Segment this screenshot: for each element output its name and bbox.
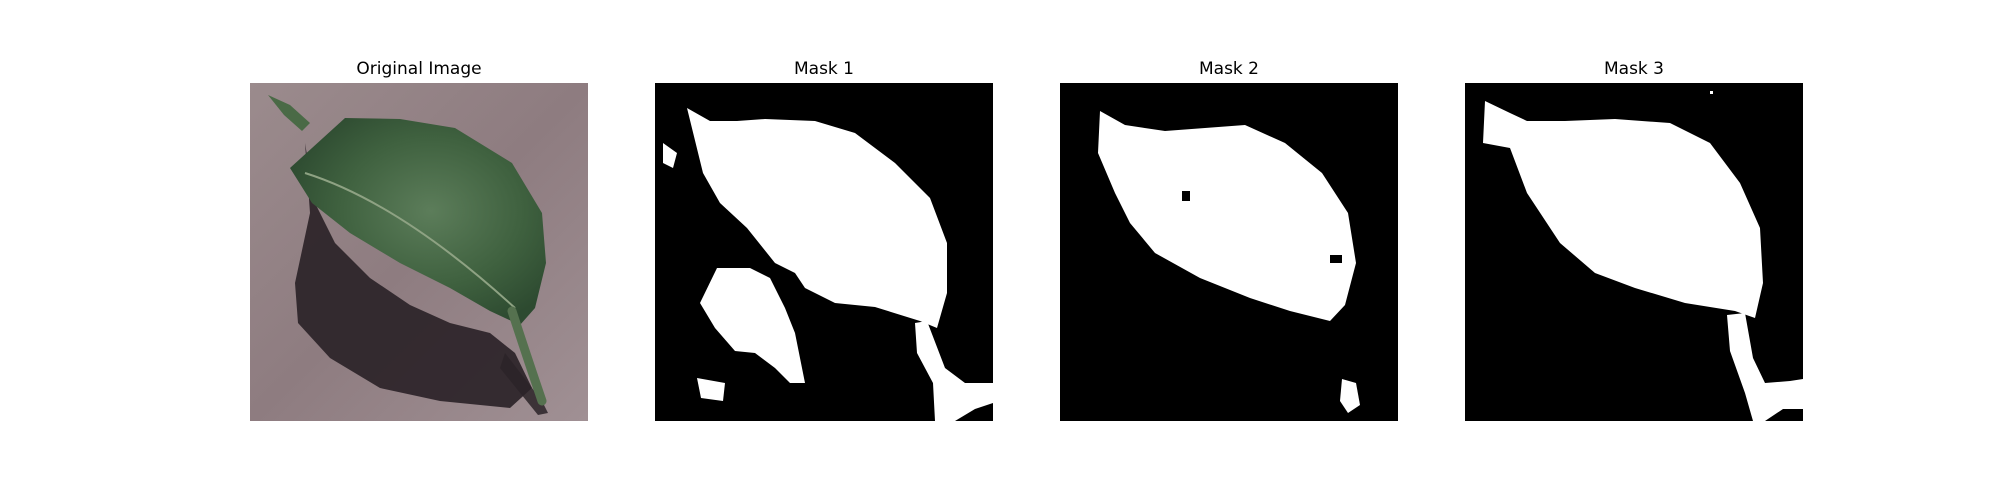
mask-fragment [1710,91,1713,94]
original-image [250,83,588,421]
leaf-midrib [304,172,516,309]
stem-shadow [500,353,548,415]
panel-original-image: Original Image [250,55,588,421]
panel-mask-3: Mask 3 [1465,55,1803,421]
leaf-shadow [295,143,532,408]
panel-title: Mask 2 [1198,59,1259,79]
mask-3-image [1465,83,1803,421]
mask-leaf-region [687,108,947,328]
mask-2-image [1060,83,1398,421]
mask-fragment [697,378,725,401]
mask-stem-region [1727,313,1803,421]
mask-fragment [663,143,677,168]
panel-mask-2: Mask 2 [1060,55,1398,421]
mask-shadow-region [700,268,805,383]
mask-hole [1330,255,1342,263]
panel-title: Mask 1 [793,59,854,79]
mask-leaf-region [1098,111,1356,321]
leaf-tip [268,95,310,131]
mask-fragment [1340,379,1360,413]
mask-1-image [655,83,993,421]
mask-hole [1182,191,1190,201]
leaf-stem [507,306,547,406]
panel-title: Mask 3 [1603,59,1664,79]
leaf-body [290,118,546,325]
mask-leaf-region [1483,101,1763,318]
mask-stem-region [915,321,993,421]
panel-mask-1: Mask 1 [655,55,993,421]
panel-title: Original Image [356,59,482,79]
